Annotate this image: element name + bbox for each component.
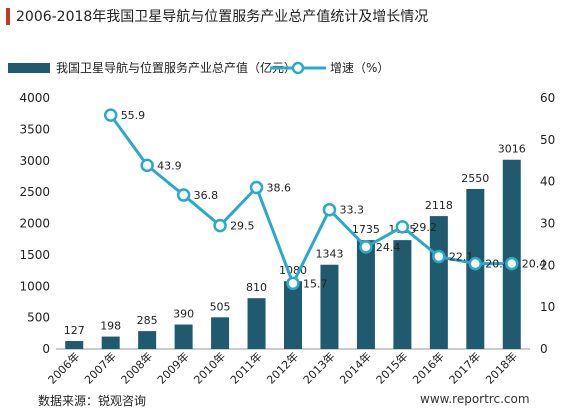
x-tick-label: 2009年 — [154, 349, 191, 386]
bar — [174, 324, 193, 349]
x-tick-label: 2006年 — [45, 349, 82, 386]
y-left-tick-label: 1000 — [19, 279, 50, 293]
title-accent-bar — [6, 8, 10, 25]
growth-point — [395, 220, 410, 234]
growth-value-label: 20.4 — [522, 258, 547, 271]
source-note: 数据来源：锐观咨询 — [38, 394, 147, 408]
x-tick-label: 2010年 — [191, 349, 228, 386]
x-tick-label: 2016年 — [409, 349, 446, 386]
growth-point — [322, 202, 337, 217]
bar — [320, 264, 339, 349]
legend-line-swatch — [270, 61, 326, 75]
growth-value-label: 29.2 — [412, 221, 437, 234]
growth-point — [286, 276, 300, 291]
x-tick-label: 2015年 — [373, 349, 410, 386]
bar — [211, 317, 230, 349]
growth-point — [249, 180, 264, 195]
x-tick-label: 2008年 — [118, 349, 155, 386]
y-right-tick-label: 20 — [540, 258, 555, 272]
growth-point — [432, 249, 446, 264]
growth-value-label: 24.4 — [376, 241, 401, 254]
bar — [101, 336, 120, 349]
legend: 我国卫星导航与位置服务产业总产值（亿元） 增速（%） — [8, 58, 468, 80]
y-left-tick-label: 3500 — [19, 122, 50, 136]
y-left-tick-label: 2500 — [19, 185, 50, 199]
growth-value-label: 20.4 — [485, 258, 510, 271]
bar — [393, 240, 412, 349]
y-left-tick-label: 3000 — [19, 154, 50, 168]
y-right-tick-label: 50 — [540, 133, 555, 147]
watermark: www.reportrc.com — [420, 392, 530, 406]
y-left-tick-label: 2000 — [19, 217, 50, 231]
bar — [502, 159, 521, 349]
growth-point — [505, 256, 519, 271]
bar — [356, 240, 375, 349]
growth-value-label: 55.9 — [121, 109, 146, 122]
growth-point — [468, 256, 483, 271]
legend-bar-label: 我国卫星导航与位置服务产业总产值（亿元） — [56, 61, 297, 75]
bar — [65, 341, 84, 349]
y-right-tick-label: 60 — [540, 91, 555, 105]
y-right-tick-label: 0 — [540, 342, 548, 356]
growth-point — [176, 188, 191, 202]
bar-value-label: 1735 — [352, 223, 380, 236]
x-tick-label: 2012年 — [264, 349, 301, 386]
growth-point — [103, 108, 118, 122]
growth-point — [140, 158, 154, 173]
growth-value-label: 36.8 — [194, 189, 219, 202]
bar-value-label: 2118 — [425, 199, 453, 212]
bar — [138, 331, 157, 349]
x-tick-label: 2011年 — [227, 349, 264, 386]
x-tick-label: 2007年 — [81, 349, 118, 386]
title-area: 2006-2018年我国卫星导航与位置服务产业总产值统计及增长情况 — [0, 0, 568, 30]
bar-value-label: 3016 — [498, 143, 526, 156]
bar-value-label: 1343 — [315, 248, 343, 261]
growth-value-label: 43.9 — [157, 159, 182, 172]
bar — [429, 216, 448, 349]
growth-value-label: 15.7 — [303, 277, 328, 290]
y-left-tick-label: 0 — [42, 342, 50, 356]
y-left-tick-label: 500 — [27, 311, 50, 325]
x-tick-label: 2018年 — [482, 349, 519, 386]
growth-value-label: 38.6 — [267, 182, 292, 195]
x-tick-label: 2014年 — [337, 349, 374, 386]
bar — [284, 281, 302, 349]
growth-value-label: 29.5 — [230, 220, 255, 233]
growth-value-label: 33.3 — [339, 204, 364, 217]
bar-value-label: 505 — [210, 300, 231, 313]
y-right-tick-label: 30 — [540, 217, 555, 231]
growth-point — [359, 240, 373, 254]
y-left-tick-label: 4000 — [19, 91, 50, 105]
y-right-tick-label: 40 — [540, 175, 555, 189]
growth-value-label: 22.1 — [449, 251, 474, 264]
bar-value-label: 810 — [246, 281, 267, 294]
legend-line-label: 增速（%） — [330, 61, 390, 75]
bar-value-label: 198 — [100, 320, 121, 333]
bar-value-label: 2550 — [461, 172, 489, 185]
legend-bar-swatch — [8, 63, 50, 73]
x-tick-label: 2013年 — [300, 349, 337, 386]
bar — [247, 298, 266, 349]
bar-value-label: 390 — [173, 308, 194, 321]
bar-value-label: 285 — [137, 314, 158, 327]
chart-title: 2006-2018年我国卫星导航与位置服务产业总产值统计及增长情况 — [16, 9, 429, 25]
growth-point — [213, 218, 227, 233]
x-tick-label: 2017年 — [446, 349, 483, 386]
bar-value-label: 127 — [64, 324, 85, 337]
y-left-tick-label: 1500 — [19, 248, 50, 262]
y-right-tick-label: 10 — [540, 300, 555, 314]
